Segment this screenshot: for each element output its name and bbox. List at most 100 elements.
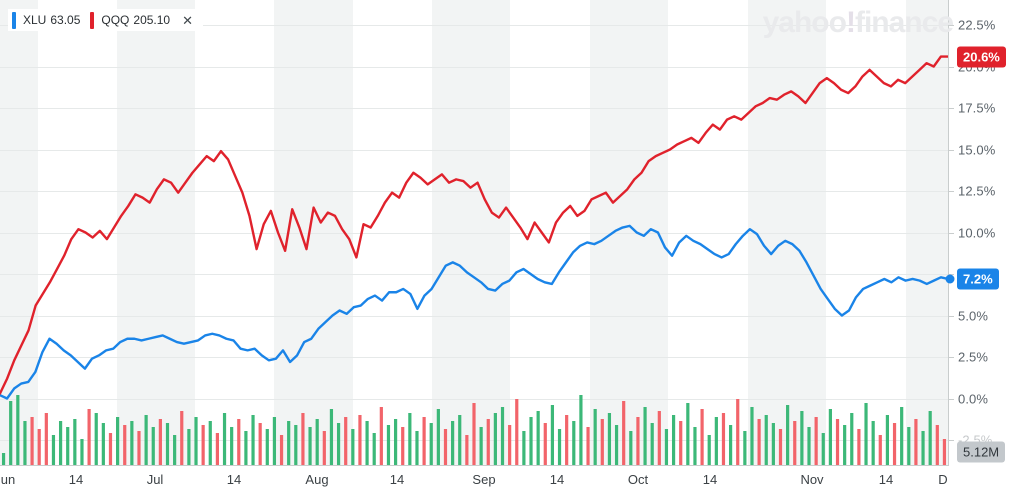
legend-ticker-xlu: XLU [23, 13, 47, 27]
legend-swatch-xlu [12, 11, 16, 29]
volume-bar [458, 415, 462, 465]
volume-bar [479, 427, 483, 465]
volume-bar [436, 409, 440, 465]
volume-bar [650, 423, 654, 465]
gridline [0, 191, 948, 192]
volume-bar [180, 411, 184, 465]
volume-bar [108, 433, 113, 465]
volume-bar [600, 419, 604, 465]
volume-bar [565, 415, 569, 465]
gridline [0, 25, 948, 26]
volume-bar [778, 429, 783, 465]
volume-bar [222, 413, 227, 465]
y-tick-label: 17.5% [958, 100, 996, 116]
legend-ticker-qqq: QQQ [101, 13, 130, 27]
chart-plot-area[interactable] [0, 0, 948, 465]
volume-bar [892, 423, 897, 465]
gridline [0, 149, 948, 151]
chart-legend[interactable]: XLU 63.05 QQQ 205.10 ✕ [8, 9, 203, 31]
volume-bar [294, 425, 298, 465]
volume-bar [80, 439, 84, 465]
volume-bar [928, 411, 932, 465]
volume-bar [37, 429, 41, 465]
volume-bar [130, 421, 134, 465]
volume-bar [557, 429, 562, 465]
legend-value-xlu: 63.05 [50, 13, 81, 27]
volume-bar [258, 423, 262, 465]
volume-bar [301, 413, 305, 465]
volume-bar [835, 419, 840, 465]
volume-bar [44, 413, 48, 465]
volume-bar [194, 417, 198, 465]
volume-bar [1, 453, 6, 465]
price-lines [0, 55, 948, 400]
volume-bar [821, 433, 825, 465]
volume-bar [828, 409, 832, 465]
close-icon[interactable]: ✕ [182, 12, 193, 28]
volume-bar [900, 407, 904, 465]
volume-bar [279, 435, 284, 465]
legend-item-xlu[interactable]: XLU 63.05 [12, 11, 81, 29]
volume-bar [579, 395, 583, 465]
x-tick-label: Oct [627, 472, 649, 487]
volume-bar [151, 427, 155, 465]
volume-bar [187, 429, 191, 465]
volume-bar [30, 417, 34, 465]
volume-bar [885, 415, 890, 465]
y-tick-mark [949, 440, 954, 441]
volume-bar [208, 421, 212, 465]
x-tick-label: 14 [389, 472, 405, 487]
watermark-pre: yahoo [762, 6, 847, 39]
y-tick-label: 12.5% [958, 183, 996, 199]
gridline [0, 108, 948, 109]
volume-bar [607, 413, 612, 465]
y-tick-label: 0.0% [958, 391, 989, 406]
volume-bar [58, 421, 63, 465]
volume-bar [914, 419, 918, 465]
y-tick-mark [949, 66, 954, 68]
volume-bar [543, 423, 547, 465]
volume-bar [101, 423, 105, 465]
volume-bar [379, 407, 383, 465]
volume-bar [401, 427, 405, 465]
volume-bar [693, 427, 697, 465]
legend-label-qqq: QQQ 205.10 [101, 13, 170, 27]
volume-bar [408, 413, 412, 465]
volume-bar [764, 415, 768, 465]
volume-bar [643, 407, 647, 465]
volume-bar [386, 425, 391, 465]
volume-bar [165, 423, 170, 465]
volume-bar [372, 433, 376, 465]
volume-bar [287, 421, 291, 465]
y-tick-label: 15.0% [958, 142, 996, 157]
volume-bar [536, 411, 540, 465]
watermark-bang: ! [845, 6, 856, 39]
volume-bar [771, 423, 775, 465]
volume-bar [707, 435, 711, 465]
volume-bar [137, 431, 141, 465]
volume-bar [66, 427, 70, 465]
x-tick-label: Aug [305, 472, 329, 487]
volume-bar [679, 421, 683, 465]
volume-bar [144, 415, 148, 465]
legend-item-qqq[interactable]: QQQ 205.10 [90, 11, 170, 29]
volume-bar [308, 427, 312, 465]
gridline [0, 398, 948, 400]
volume-bar [429, 423, 433, 465]
x-tick-label: 14 [226, 472, 242, 487]
gridline [0, 232, 948, 234]
volume-bar [215, 433, 219, 465]
volume-bar [593, 409, 597, 465]
x-tick-label: 14 [68, 472, 84, 487]
volume-bar [857, 429, 861, 465]
y-tick-mark [949, 357, 954, 358]
volume-bar [586, 427, 590, 465]
yahoo-finance-watermark: yahoo!finance [762, 6, 954, 40]
y-tick-label: 2.5% [958, 349, 989, 365]
volume-bar [351, 429, 355, 465]
volume-bar [237, 419, 241, 465]
volume-bar [443, 429, 448, 465]
y-tick-label: 10.0% [958, 225, 996, 240]
volume-bar [116, 417, 120, 465]
